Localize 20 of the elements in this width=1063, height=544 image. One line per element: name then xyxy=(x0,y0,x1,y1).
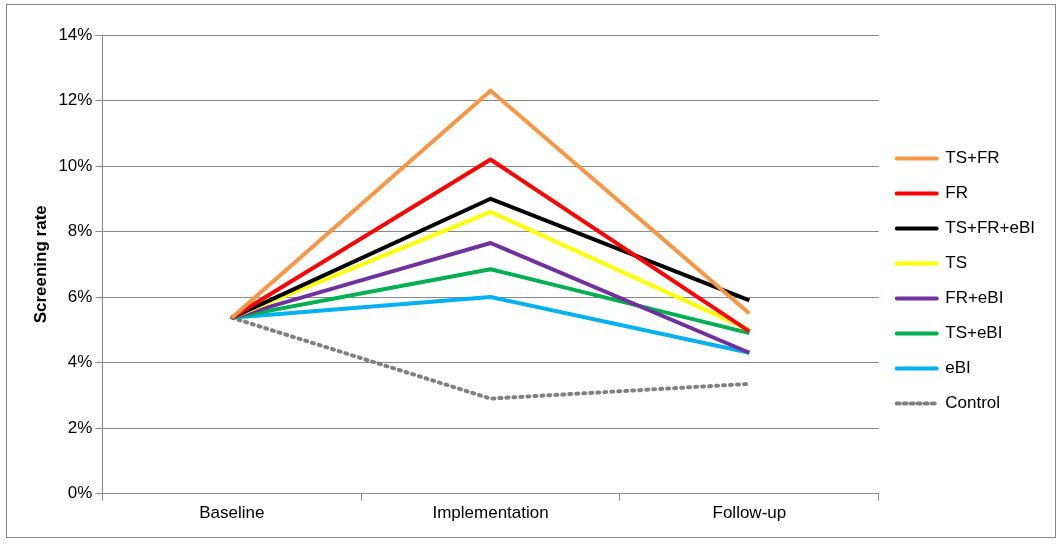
y-axis-title: Screening rate xyxy=(30,205,50,324)
y-tick-label: 12% xyxy=(58,90,93,110)
legend-label: TS+FR+eBI xyxy=(945,218,1036,238)
legend-label: Control xyxy=(945,393,1001,413)
y-tick-label: 14% xyxy=(58,24,93,44)
y-tick-label: 6% xyxy=(67,286,93,306)
legend-label: eBI xyxy=(945,358,971,378)
y-tick-label: 4% xyxy=(67,352,93,372)
legend-label: TS+FR xyxy=(945,148,1000,168)
x-tick-label: Baseline xyxy=(199,503,265,523)
x-tick-label: Follow-up xyxy=(712,503,787,523)
legend-label: TS+eBI xyxy=(945,323,1003,343)
y-tick-label: 0% xyxy=(67,483,93,503)
x-tick-label: Implementation xyxy=(432,503,549,523)
legend-label: FR+eBI xyxy=(945,288,1004,308)
legend-label: TS xyxy=(945,253,967,273)
legend-label: FR xyxy=(945,183,968,203)
y-tick-label: 10% xyxy=(58,155,93,175)
y-tick-label: 2% xyxy=(67,417,93,437)
y-tick-label: 8% xyxy=(67,221,93,241)
